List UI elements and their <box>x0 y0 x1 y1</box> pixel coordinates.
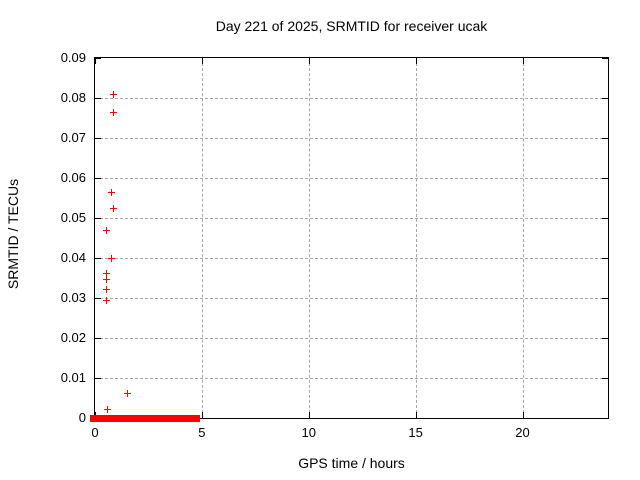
data-point <box>103 297 111 305</box>
x-tick <box>415 412 417 418</box>
x-tick <box>201 412 203 418</box>
y-tick-label: 0.04 <box>60 250 86 265</box>
x-tick-label: 15 <box>408 425 423 440</box>
h-gridline <box>95 178 608 179</box>
y-tick <box>95 298 101 299</box>
x-tick-mirror <box>95 58 96 64</box>
y-axis-label: SRMTID / TECUs <box>5 178 21 290</box>
y-tick-label: 0.09 <box>60 50 86 65</box>
y-tick-mirror <box>602 138 608 139</box>
x-tick-mirror <box>522 58 524 64</box>
data-point <box>104 405 112 413</box>
chart-title: Day 221 of 2025, SRMTID for receiver uca… <box>215 18 488 34</box>
y-tick <box>95 98 101 99</box>
data-point <box>108 254 116 262</box>
y-tick <box>95 258 101 259</box>
v-gridline <box>522 58 524 418</box>
h-gridline <box>95 138 608 139</box>
y-tick-mirror <box>602 218 608 219</box>
y-tick-mirror <box>602 58 608 59</box>
x-tick-label: 20 <box>515 425 530 440</box>
y-tick-label: 0.01 <box>60 370 86 385</box>
h-gridline <box>95 298 608 299</box>
y-tick-label: 0 <box>78 410 86 425</box>
y-tick-mirror <box>602 418 608 419</box>
y-tick-mirror <box>602 378 608 379</box>
v-gridline <box>308 58 310 418</box>
y-tick <box>95 338 101 339</box>
x-tick-mirror <box>308 58 310 64</box>
x-tick-mirror <box>201 58 203 64</box>
y-tick <box>95 218 101 219</box>
h-gridline <box>95 98 608 99</box>
data-point <box>108 189 116 197</box>
y-tick-label: 0.06 <box>60 170 86 185</box>
x-tick-label: 0 <box>91 425 99 440</box>
v-gridline <box>201 58 203 418</box>
y-tick <box>95 378 101 379</box>
h-gridline <box>95 218 608 219</box>
data-point <box>110 205 118 213</box>
data-point <box>103 285 111 293</box>
y-tick-mirror <box>602 338 608 339</box>
x-tick-label: 10 <box>301 425 316 440</box>
h-gridline <box>95 258 608 259</box>
data-point <box>103 269 111 277</box>
plot-area: 0 0.01 0.02 0.03 0.04 0.05 0.06 0.07 0.08 0.09 0 5 1… <box>61 51 609 440</box>
x-tick <box>308 412 310 418</box>
data-point <box>109 90 117 98</box>
x-tick <box>522 412 524 418</box>
y-tick-label: 0.05 <box>60 210 86 225</box>
x-axis-label: GPS time / hours <box>298 455 405 471</box>
y-tick-label: 0.03 <box>60 290 86 305</box>
y-tick-mirror <box>602 258 608 259</box>
x-tick-mirror <box>415 58 417 64</box>
h-gridline <box>95 378 608 379</box>
zero-value-band <box>90 415 201 422</box>
data-point <box>109 108 117 116</box>
y-tick-mirror <box>602 98 608 99</box>
v-gridline <box>415 58 417 418</box>
data-point <box>103 275 111 283</box>
data-point <box>123 390 131 398</box>
y-tick-label: 0.08 <box>60 90 86 105</box>
data-point <box>102 227 110 235</box>
y-tick-mirror <box>602 298 608 299</box>
y-tick <box>95 138 101 139</box>
y-tick <box>95 58 101 59</box>
x-tick-label: 5 <box>198 425 206 440</box>
h-gridline <box>95 338 608 339</box>
y-tick-mirror <box>602 178 608 179</box>
y-tick-label: 0.07 <box>60 130 86 145</box>
y-tick-label: 0.02 <box>60 330 86 345</box>
y-tick <box>95 178 101 179</box>
